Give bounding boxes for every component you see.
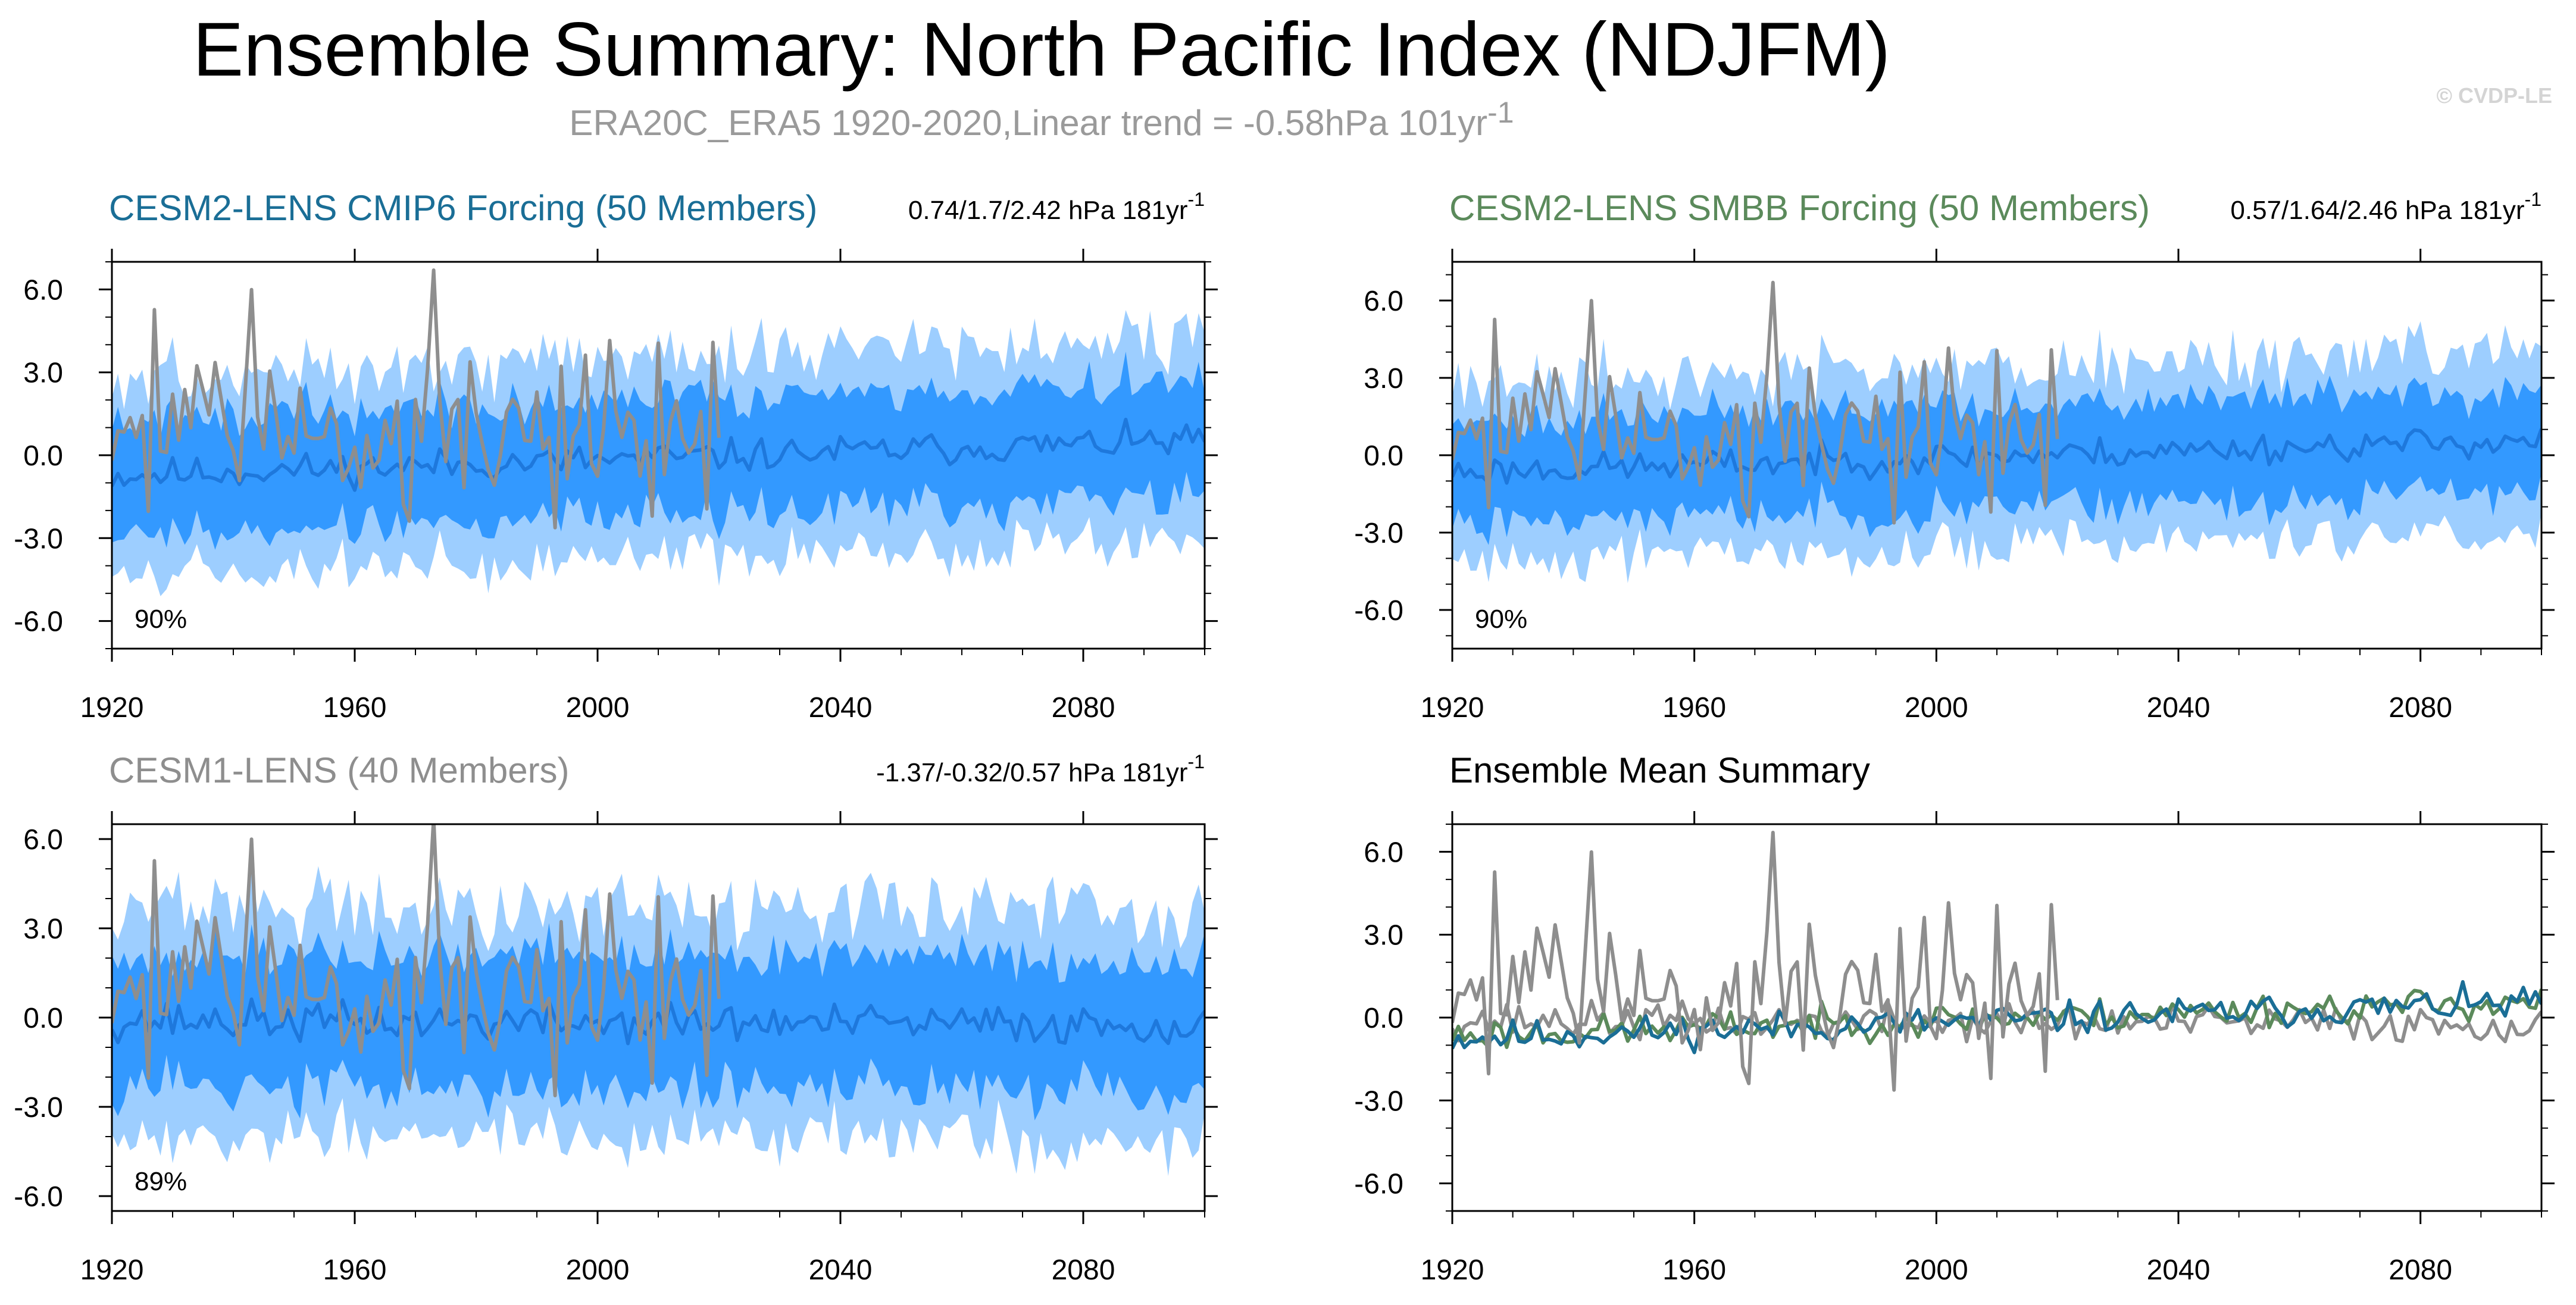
cvdp-watermark: © CVDP-LE (2436, 83, 2552, 108)
series-line-mean (112, 997, 1205, 1046)
x-tick-label: 1960 (1662, 692, 1726, 724)
panel-2: -6.0 -3.0 0.0 3.0 6.0 1920 1960 2000 2040 2080 CES… (1354, 188, 2555, 724)
panel-title: Ensemble Mean Summary (1449, 750, 1870, 790)
x-tick-label: 1920 (1421, 1254, 1484, 1286)
y-tick-label: 6.0 (23, 824, 63, 856)
panel-trend-text: 0.74/1.7/2.42 hPa 181yr-1 (908, 189, 1205, 225)
subtitle-superscript: -1 (1487, 96, 1514, 129)
y-tick-label: 3.0 (1364, 920, 1403, 952)
plot-area (112, 268, 1205, 596)
y-tick-label: -3.0 (1354, 518, 1403, 549)
y-tick-label: 3.0 (23, 358, 63, 389)
percent-label: 90% (1475, 605, 1527, 634)
x-tick-label: 1920 (80, 1254, 144, 1286)
trend-superscript: -1 (1188, 189, 1205, 210)
panel-title: CESM1-LENS (40 Members) (109, 750, 570, 790)
panel-1: -6.0 -3.0 0.0 3.0 6.0 1920 1960 2000 2040 2080 CES… (14, 188, 1218, 724)
series-line-obs (1452, 831, 2059, 1092)
x-tick-label: 2080 (1052, 692, 1115, 724)
figure-title: Ensemble Summary: North Pacific Index (N… (192, 7, 1891, 92)
plot-area (1452, 280, 2541, 583)
series-line-cmip6 (1452, 980, 2541, 1054)
x-tick-label: 2080 (2389, 1254, 2452, 1286)
y-tick-label: -6.0 (1354, 1169, 1403, 1200)
subtitle-text: ERA20C_ERA5 1920-2020,Linear trend = -0.… (569, 103, 1488, 143)
y-tick-label: 6.0 (23, 274, 63, 306)
trend-main: 0.74/1.7/2.42 hPa 181yr (908, 196, 1188, 225)
x-tick-label: 2080 (1052, 1254, 1115, 1286)
y-tick-label: -6.0 (14, 1181, 63, 1213)
x-tick-label: 1920 (1421, 692, 1484, 724)
band-inner (1452, 375, 2541, 545)
series-line-mean (1452, 428, 2541, 485)
panel-title: CESM2-LENS CMIP6 Forcing (50 Members) (109, 188, 817, 228)
panel-trend-text: 0.57/1.64/2.46 hPa 181yr-1 (2230, 189, 2541, 225)
series-line-mean (112, 418, 1205, 492)
y-tick-label: -3.0 (14, 1092, 63, 1124)
x-tick-label: 2000 (1905, 1254, 1968, 1286)
x-tick-label: 1960 (1662, 1254, 1726, 1286)
x-tick-label: 2000 (566, 1254, 630, 1286)
y-tick-label: 3.0 (1364, 363, 1403, 395)
series-line-obs (1452, 280, 2059, 525)
series-line-cesm1 (1452, 999, 2541, 1044)
x-tick-label: 2040 (809, 1254, 873, 1286)
x-tick-label: 2040 (809, 692, 873, 724)
y-tick-label: 0.0 (23, 440, 63, 472)
series-line-obs (112, 824, 721, 1097)
band-inner (112, 923, 1205, 1121)
y-tick-label: 6.0 (1364, 286, 1403, 317)
panel-title: CESM2-LENS SMBB Forcing (50 Members) (1449, 188, 2150, 228)
y-tick-label: -3.0 (14, 523, 63, 555)
panel-trend-text: -1.37/-0.32/0.57 hPa 181yr-1 (876, 751, 1205, 787)
x-tick-label: 1920 (80, 692, 144, 724)
x-tick-label: 1960 (323, 1254, 387, 1286)
series-line-obs (112, 268, 721, 530)
trend-superscript: -1 (2525, 189, 2541, 210)
y-tick-label: 0.0 (23, 1003, 63, 1034)
y-tick-label: -3.0 (1354, 1085, 1403, 1117)
figure-subtitle: ERA20C_ERA5 1920-2020,Linear trend = -0.… (0, 95, 2083, 143)
x-tick-label: 2000 (1905, 692, 1968, 724)
series-line-smbb (1452, 988, 2541, 1049)
x-tick-label: 2080 (2389, 692, 2452, 724)
trend-superscript: -1 (1188, 751, 1205, 772)
y-tick-label: -6.0 (14, 606, 63, 638)
x-tick-label: 2040 (2147, 692, 2211, 724)
plot-area (1452, 831, 2541, 1092)
y-tick-label: 0.0 (1364, 1003, 1403, 1034)
trend-main: -1.37/-0.32/0.57 hPa 181yr (876, 758, 1187, 787)
y-tick-label: 3.0 (23, 913, 63, 945)
trend-main: 0.57/1.64/2.46 hPa 181yr (2230, 196, 2524, 225)
percent-label: 90% (135, 605, 187, 634)
percent-label: 89% (135, 1167, 187, 1196)
panel-4: -6.0 -3.0 0.0 3.0 6.0 1920 1960 2000 2040 2080 Ens… (1354, 750, 2555, 1286)
x-tick-label: 2040 (2147, 1254, 2211, 1286)
plot-area (112, 824, 1205, 1176)
x-tick-label: 2000 (566, 692, 630, 724)
x-tick-label: 1960 (323, 692, 387, 724)
y-tick-label: -6.0 (1354, 595, 1403, 627)
y-tick-label: 0.0 (1364, 440, 1403, 472)
panel-3: -6.0 -3.0 0.0 3.0 6.0 1920 1960 2000 2040 2080 CES… (14, 750, 1218, 1286)
y-tick-label: 6.0 (1364, 837, 1403, 868)
